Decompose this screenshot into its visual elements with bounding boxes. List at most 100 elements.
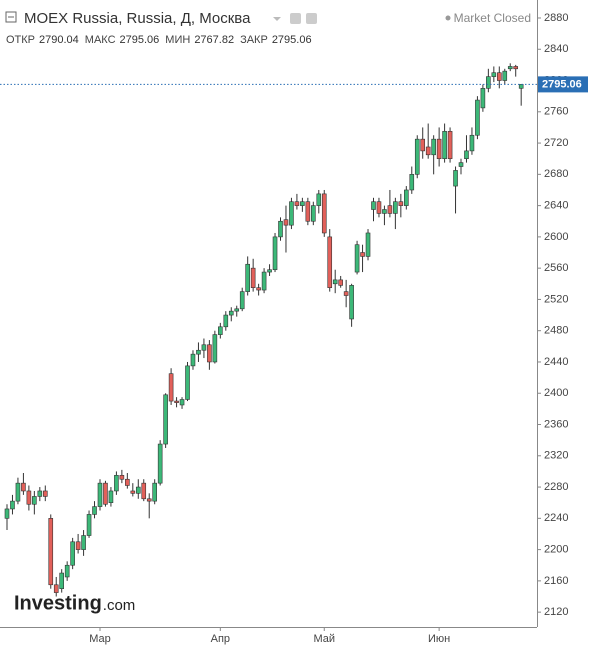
y-tick-label: 2840 [544, 43, 568, 55]
candle-body [382, 209, 387, 214]
candle-body [114, 475, 119, 492]
candle-body [496, 72, 502, 81]
candle-body [371, 201, 376, 210]
candle-body [157, 443, 163, 484]
ohlc-value: 2795.06 [120, 34, 160, 46]
candle-body [338, 279, 343, 286]
candle-body [42, 490, 48, 497]
candle-body [179, 399, 185, 406]
ohlc-value: 2767.82 [194, 34, 234, 46]
candle-body [289, 201, 294, 226]
candle-body [130, 490, 136, 494]
candle-body [387, 205, 393, 214]
dropdown-icon[interactable] [273, 17, 281, 21]
status-dot [445, 15, 451, 21]
y-tick-label: 2360 [544, 418, 568, 430]
candle-body [92, 506, 97, 515]
candle-body [152, 482, 157, 502]
ohlc-label: МАКС [85, 34, 116, 46]
candle-body [174, 400, 179, 403]
candle-body [431, 138, 436, 156]
candle-body [393, 201, 398, 214]
candle-body [360, 252, 365, 257]
ohlc-value: 2790.04 [39, 34, 79, 46]
candle-body [185, 365, 190, 400]
candle-body [26, 490, 32, 505]
candle-body [447, 131, 453, 160]
candle-body [196, 349, 201, 355]
logo-suffix: .com [103, 597, 136, 614]
y-tick-label: 2760 [544, 106, 568, 118]
candle-body [425, 146, 431, 156]
candle-body [414, 138, 420, 175]
price-label-box [538, 76, 588, 93]
x-tick-label: Апр [211, 633, 230, 645]
candle-body [332, 279, 338, 285]
candle-body [190, 353, 196, 367]
candle-body [135, 486, 141, 494]
candle-body [163, 394, 168, 445]
collapse-icon[interactable] [5, 11, 17, 23]
candle-body [409, 174, 415, 191]
candle-body [239, 291, 245, 310]
ohlc-value: 2795.06 [272, 34, 312, 46]
plot-area [4, 63, 524, 597]
candle-body [321, 193, 327, 234]
candle-body [97, 482, 103, 507]
candle-body [316, 193, 322, 206]
y-tick-label: 2560 [544, 262, 568, 274]
candle-body [491, 72, 497, 77]
y-tick-label: 2400 [544, 387, 568, 399]
candle-body [218, 326, 223, 335]
y-tick-label: 2640 [544, 200, 568, 212]
candle-body [464, 150, 469, 160]
candle-body [267, 269, 272, 273]
candle-body [365, 232, 371, 257]
x-tick-label: Мар [89, 633, 111, 645]
candle-body [486, 76, 491, 89]
y-tick-label: 2280 [544, 481, 568, 493]
y-tick-label: 2480 [544, 325, 568, 337]
candle-body [32, 496, 37, 505]
candle-body [207, 344, 212, 363]
y-tick-label: 2240 [544, 512, 568, 524]
candle-body [518, 84, 524, 89]
candle-body [458, 162, 464, 167]
candle-body [294, 201, 300, 206]
candle-body [283, 219, 289, 226]
candle-body [75, 541, 81, 550]
candle-body [453, 170, 458, 187]
candle-body [108, 490, 114, 503]
candle-body [70, 541, 75, 566]
candle-body [119, 475, 125, 480]
candle-body [103, 482, 108, 505]
candle-body [343, 291, 349, 296]
candle-body [141, 482, 147, 500]
market-status: Market Closed [454, 11, 531, 25]
candle-body [480, 88, 486, 109]
logo: Investing [14, 592, 102, 614]
candle-body [86, 514, 92, 536]
candle-body [507, 66, 513, 70]
y-tick-label: 2200 [544, 544, 568, 556]
candle-body [21, 482, 26, 492]
candle-body [64, 564, 70, 578]
candle-body [59, 572, 65, 589]
candle-body [223, 314, 229, 328]
candle-body [436, 138, 442, 160]
candle-body [420, 138, 426, 152]
candle-body [261, 271, 267, 291]
y-tick-label: 2880 [544, 12, 568, 24]
settings-icon[interactable] [290, 13, 301, 24]
chart-title: MOEX Russia, Russia, Д, Москва [24, 10, 251, 27]
candle-body [146, 498, 152, 502]
candle-body [256, 287, 261, 291]
candle-body [272, 236, 278, 271]
candle-body [10, 500, 15, 510]
candle-body [327, 236, 333, 289]
x-tick-label: Июн [428, 633, 450, 645]
ohlc-label: МИН [165, 34, 190, 46]
settings-icon[interactable] [306, 13, 317, 24]
candle-body [228, 310, 234, 316]
